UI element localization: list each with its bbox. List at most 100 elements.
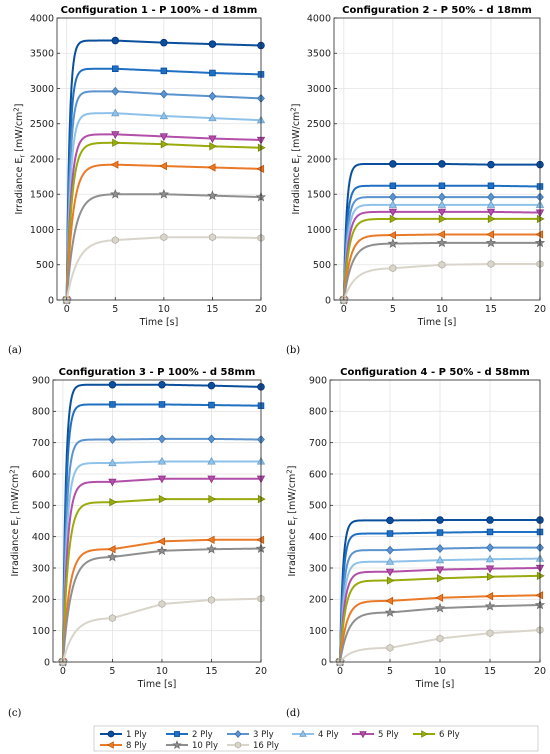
y-tick-label: 200 [32, 595, 50, 606]
legend-label: 8 Ply [126, 741, 147, 751]
data-point [484, 600, 496, 611]
y-tick-label: 500 [309, 501, 327, 512]
y-tick-label: 500 [313, 260, 331, 271]
legend-marker [174, 731, 180, 737]
y-tick-label: 100 [32, 626, 50, 637]
x-tick-label: 20 [534, 666, 546, 677]
data-point [207, 163, 216, 172]
x-tick-label: 5 [387, 666, 393, 677]
y-tick-label: 0 [321, 657, 327, 668]
data-point [160, 140, 169, 149]
legend-item: 16 Ply [227, 741, 279, 751]
y-tick-label: 500 [32, 501, 50, 512]
data-point [157, 456, 167, 465]
data-point [108, 380, 117, 389]
data-point [112, 138, 120, 147]
data-point [437, 200, 447, 208]
data-point [209, 69, 216, 77]
data-point [389, 160, 397, 168]
data-point [536, 571, 545, 580]
data-point [388, 230, 396, 240]
legend-marker [421, 730, 429, 738]
data-point [157, 537, 166, 546]
legend-item: 4 Ply [292, 729, 339, 740]
data-point [486, 572, 495, 581]
data-point [486, 528, 494, 536]
y-tick-label: 300 [32, 563, 50, 574]
legend-label: 16 Ply [253, 741, 279, 751]
x-tick-label: 20 [255, 304, 267, 315]
data-point [435, 566, 445, 575]
data-point [487, 260, 495, 269]
data-point [386, 530, 394, 537]
data-point [486, 629, 494, 638]
chart-title: Configuration 3 - P 100% - d 58mm [59, 367, 256, 378]
legend-label: 4 Ply [318, 730, 339, 740]
data-point [109, 401, 116, 408]
data-point [158, 494, 167, 504]
panel-label: (a) [8, 345, 22, 356]
x-tick-label: 15 [206, 304, 218, 315]
data-point [208, 494, 217, 504]
chart-title: Configuration 2 - P 50% - d 18mm [342, 5, 532, 16]
y-axis-label: Irradiance Er [mW/cm2] [290, 103, 304, 214]
data-point [208, 233, 216, 242]
data-point [435, 593, 444, 602]
data-point [108, 435, 117, 444]
legend-item: 8 Ply [100, 741, 147, 751]
data-point [385, 568, 395, 577]
data-point [385, 596, 394, 606]
legend-marker [234, 730, 242, 738]
y-tick-label: 2500 [307, 119, 331, 130]
chart-panel-3: 0 100 200 300 400 500 600 700 800 900 0 5 10 15 20 Conf… [8, 367, 267, 719]
legend-item: 10 Ply [166, 740, 218, 751]
series-16-ply [340, 260, 544, 304]
data-point [485, 592, 494, 601]
legend-item: 2 Ply [166, 730, 213, 740]
data-point [436, 544, 444, 554]
data-point [386, 545, 394, 555]
data-point [207, 475, 216, 484]
data-point [386, 643, 394, 652]
data-point [208, 401, 215, 409]
data-point [256, 164, 265, 174]
data-point [207, 381, 216, 390]
data-point [436, 634, 444, 643]
y-tick-label: 4000 [307, 13, 331, 24]
data-point [111, 236, 119, 245]
panel-label: (b) [286, 345, 300, 356]
y-tick-label: 0 [48, 295, 54, 306]
x-axis-label: Time [s] [417, 317, 457, 328]
data-point [486, 230, 495, 239]
data-point [485, 554, 495, 563]
legend-label: 1 Ply [126, 730, 147, 740]
legend-marker [172, 740, 182, 749]
plot-area [53, 380, 261, 662]
data-point [436, 574, 445, 583]
series-5-ply [339, 208, 545, 305]
data-point [256, 535, 265, 544]
x-axis-label: Time [s] [137, 679, 177, 690]
data-point [207, 190, 218, 201]
data-point [208, 91, 217, 101]
data-point [111, 131, 120, 139]
legend: 1 Ply 2 Ply 3 Ply 4 Ply 5 Ply 6 Ply 8 Ply 10 Pl… [93, 725, 539, 752]
x-axis-label: Time [s] [415, 679, 455, 690]
data-point [436, 237, 448, 248]
data-point [486, 543, 494, 553]
data-point [109, 498, 118, 507]
x-tick-label: 5 [390, 304, 396, 315]
y-tick-label: 600 [309, 469, 327, 480]
legend-marker [234, 741, 242, 749]
x-tick-label: 10 [436, 304, 448, 315]
x-tick-label: 15 [205, 666, 217, 677]
data-point [485, 565, 495, 574]
data-point [536, 214, 545, 224]
data-point [386, 516, 394, 525]
y-tick-label: 1000 [307, 225, 331, 236]
y-tick-label: 1000 [30, 225, 54, 236]
y-tick-label: 200 [309, 595, 327, 606]
y-tick-label: 100 [309, 626, 327, 637]
data-point [206, 543, 217, 554]
legend-item: 5 Ply [352, 730, 399, 740]
